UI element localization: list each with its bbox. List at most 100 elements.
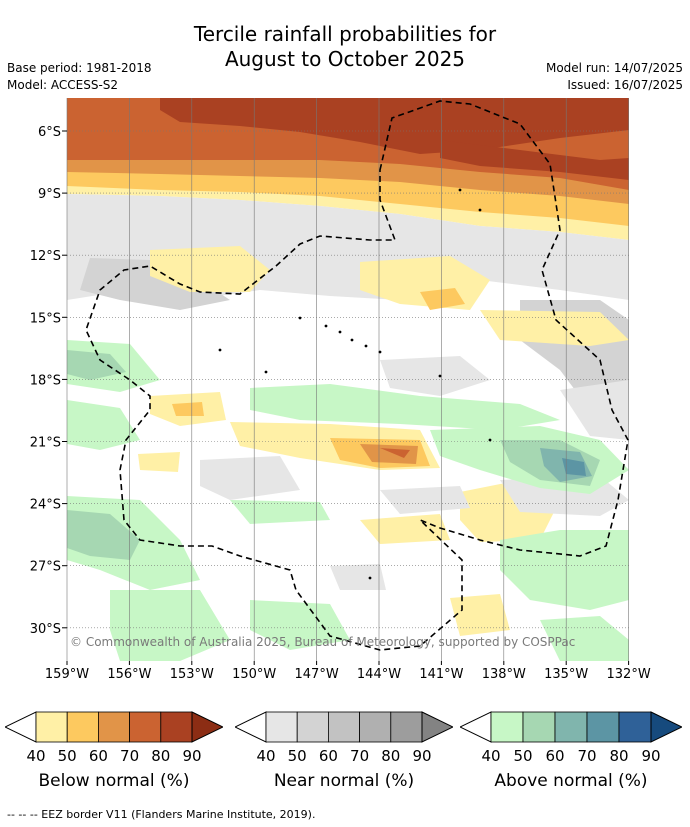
island [438,374,442,378]
lat-tick-label: 21°S [30,436,61,451]
legend-near-caption: Near normal (%) [273,771,415,791]
island [298,316,302,320]
island [364,344,368,348]
lat-tick-label: 27°S [30,560,61,575]
island [350,338,354,342]
legend-tick-label: 80 [151,747,170,765]
below-patch-8 [360,514,450,544]
above-patch-8 [110,590,230,661]
legend-low-triangle [233,711,267,743]
below-patch-1 [150,246,270,292]
legend-tick-label: 50 [58,747,77,765]
legend-below-caption: Below normal (%) [38,771,190,791]
legend-tick-label: 70 [350,747,369,765]
island [458,188,462,192]
legend-swatch [66,711,99,743]
legend-tick-label: 40 [26,747,45,765]
legend-below-colorbar: 40 50 60 70 80 90 [3,711,225,765]
lat-tick-label: 24°S [30,498,61,513]
legend-low-triangle [3,711,37,743]
near-patch-4 [560,380,629,440]
below-patch-4b [172,402,204,416]
island [488,438,492,442]
below-patch-6 [138,452,180,472]
near-patch-1 [380,356,490,396]
near-patch-2 [200,456,300,500]
legend-swatch [265,711,298,743]
above-patch-1b [67,350,126,380]
above-patch-4d [562,458,586,476]
island [368,576,372,580]
above-patch-6 [230,500,330,524]
lon-tick-label: 132°W [607,667,651,682]
below-patch-9 [450,594,510,636]
near-blob-west [80,258,230,310]
longitude-axis: 159°W 156°W 153°W 150°W 147°W 144°W 141°W 138°W… [45,661,651,682]
island [264,370,268,374]
legend-tick-label: 70 [120,747,139,765]
legend-above-colorbar: 40 50 60 70 80 90 [458,711,684,765]
lon-tick-label: 159°W [45,667,89,682]
legend-swatch [98,711,131,743]
near-patch-5 [330,564,386,590]
legend-low-triangle [458,711,492,743]
below-band-80 [160,98,629,154]
island [338,330,342,334]
below-patch-5d [380,448,410,458]
base-period: Base period: 1981-2018 [7,61,152,75]
legend-tick-label: 80 [609,747,628,765]
eez-border [85,100,629,651]
issued-date: Issued: 16/07/2025 [567,78,683,92]
legend-swatch [129,711,162,743]
lat-tick-label: 6°S [38,125,61,140]
legend-swatch [35,711,68,743]
legend-high-triangle [191,711,225,743]
graticule [66,98,629,661]
near-patch-3 [380,486,470,514]
below-patch-2b [420,288,465,310]
below-core-east [440,140,629,180]
legend-swatch [554,711,588,743]
below-patch-3 [480,310,629,346]
latitude-axis: 6°S 9°S 12°S 15°S 18°S 21°S 24°S 27°S 30°S [30,125,67,637]
legend-above-caption: Above normal (%) [494,771,648,791]
above-patch-5b [67,510,140,560]
title-line-2: August to October 2025 [224,47,466,71]
legend-high-triangle [421,711,455,743]
legend-swatch [490,711,524,743]
rainfall-map: © Commonwealth of Australia 2025, Bureau… [30,98,651,682]
legend-tick-label: 90 [641,747,660,765]
legend-near: 40 50 60 70 80 90 Near normal (%) [233,705,455,791]
meta-right: Model run: 14/07/2025 Issued: 16/07/2025 [546,60,683,94]
above-patch-10 [540,616,629,661]
legend-high-triangle [650,711,684,743]
island [218,348,222,352]
lon-tick-label: 138°W [482,667,526,682]
legend-swatch [160,711,193,743]
legend-swatch [390,711,423,743]
lon-tick-label: 141°W [419,667,463,682]
legend-swatch [359,711,392,743]
legend-tick-label: 40 [481,747,500,765]
copyright-text: © Commonwealth of Australia 2025, Bureau… [70,635,575,649]
island [378,350,382,354]
lat-tick-label: 30°S [30,622,61,637]
island [478,208,482,212]
legend-tick-label: 90 [412,747,431,765]
lon-tick-label: 135°W [544,667,588,682]
above-patch-3 [67,400,140,450]
lon-tick-label: 144°W [357,667,401,682]
legend-tick-label: 40 [256,747,275,765]
legend-tick-label: 50 [513,747,532,765]
legend-tick-label: 60 [545,747,564,765]
legend-tick-label: 50 [288,747,307,765]
lon-tick-label: 153°W [170,667,214,682]
legend-swatch [618,711,652,743]
legend-swatch [586,711,620,743]
island [324,324,328,328]
above-patch-2 [250,384,560,430]
lat-tick-label: 9°S [38,187,61,202]
model-run: Model run: 14/07/2025 [545,61,683,75]
lat-tick-label: 15°S [30,311,61,326]
islands [218,188,492,580]
